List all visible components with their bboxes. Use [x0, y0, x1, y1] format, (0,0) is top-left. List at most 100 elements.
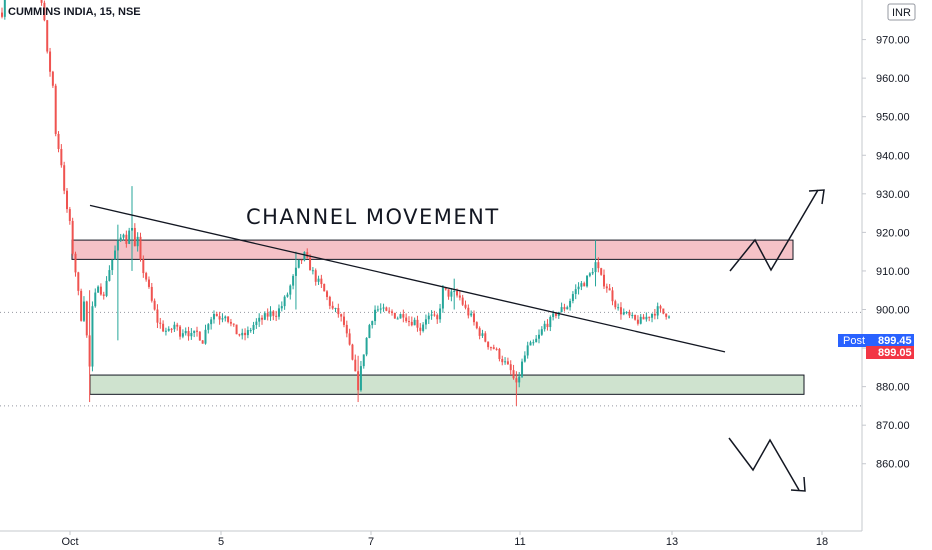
candle-body — [128, 230, 131, 244]
candle-body — [566, 307, 569, 310]
candle-body — [340, 314, 343, 317]
last-price-value: 899.05 — [878, 347, 912, 359]
candle-body — [269, 311, 272, 317]
candle-body — [458, 295, 461, 298]
candle-body — [311, 270, 314, 272]
candle-body — [224, 316, 227, 319]
candle-body — [314, 270, 317, 282]
candle-body — [49, 51, 52, 72]
candle-body — [241, 332, 244, 336]
candle-body — [532, 342, 535, 344]
candle-body — [631, 315, 634, 317]
candle-body — [385, 307, 388, 311]
candle-body — [43, 2, 46, 21]
x-tick-label: 11 — [514, 536, 525, 548]
candle-body — [504, 361, 507, 363]
candle-body — [492, 347, 495, 349]
candle-body — [99, 286, 102, 295]
candle-body — [656, 306, 659, 316]
candle-body — [198, 331, 201, 341]
y-tick-label: 970.00 — [876, 35, 910, 47]
candle-body — [91, 306, 94, 367]
candle-body — [475, 322, 478, 329]
candle-body — [580, 283, 583, 287]
candle-body — [280, 306, 283, 309]
candle-body — [472, 313, 475, 323]
candle-body — [227, 316, 230, 322]
candle-body — [501, 358, 504, 363]
y-tick-label: 880.00 — [876, 382, 910, 394]
y-tick-label: 870.00 — [876, 420, 910, 432]
candle-body — [552, 313, 555, 318]
candle-body — [433, 314, 436, 316]
candle-body — [147, 279, 150, 287]
candle-body — [478, 328, 481, 336]
candle-body — [331, 305, 334, 309]
candle-body — [368, 325, 371, 338]
candle-body — [320, 278, 323, 285]
candle-body — [487, 341, 490, 348]
candle-body — [668, 316, 670, 318]
candle-body — [116, 240, 119, 251]
y-tick-label: 940.00 — [876, 150, 910, 162]
x-tick-label: 5 — [218, 536, 224, 548]
candle-body — [648, 316, 651, 318]
candle-body — [639, 316, 642, 324]
candle-body — [277, 308, 280, 317]
candle-body — [303, 252, 306, 261]
candle-body — [193, 330, 196, 333]
y-tick-label: 920.00 — [876, 227, 910, 239]
candle-body — [54, 85, 57, 134]
candle-body — [549, 317, 552, 328]
candle-body — [348, 333, 351, 345]
candle-body — [600, 268, 603, 275]
candle-body — [68, 209, 71, 221]
candle-body — [450, 291, 453, 297]
candle-body — [221, 318, 224, 320]
trendline — [89, 204, 726, 353]
y-tick-label: 950.00 — [876, 112, 910, 124]
y-tick-label: 910.00 — [876, 266, 910, 278]
candle-body — [63, 165, 66, 191]
candle-body — [441, 287, 444, 309]
candle-body — [196, 330, 199, 332]
candle-body — [495, 348, 498, 350]
candle-body — [207, 324, 210, 330]
candle-body — [162, 323, 165, 332]
candle-body — [359, 366, 362, 391]
candle-body — [210, 319, 213, 325]
candle-body — [82, 301, 85, 321]
candle-body — [563, 307, 566, 310]
candle-body — [376, 309, 379, 311]
candle-body — [382, 307, 385, 309]
candle-body — [619, 307, 622, 315]
up-arrow-path — [729, 189, 819, 272]
candle-body — [611, 290, 614, 302]
candle-body — [388, 310, 391, 312]
y-tick-label: 930.00 — [876, 189, 910, 201]
candle-body — [636, 319, 639, 324]
candle-body — [498, 349, 501, 359]
candle-body — [484, 333, 487, 342]
candle-body — [529, 342, 532, 346]
candle-body — [232, 323, 235, 325]
candle-body — [300, 259, 303, 261]
support-zone — [89, 374, 805, 395]
candle-body — [396, 318, 399, 320]
post-tag — [838, 334, 866, 347]
x-tick-label: 18 — [816, 536, 828, 548]
candle-body — [574, 289, 577, 295]
candle-body — [628, 311, 631, 316]
candle-body — [119, 237, 122, 241]
candle-body — [71, 220, 74, 254]
candle-body — [546, 323, 549, 328]
candle-body — [464, 304, 467, 308]
candle-body — [419, 327, 422, 331]
candle-body — [131, 227, 134, 231]
candle-body — [184, 331, 187, 334]
candle-body — [142, 259, 145, 274]
candle-body — [617, 307, 620, 309]
candle-body — [218, 316, 221, 320]
